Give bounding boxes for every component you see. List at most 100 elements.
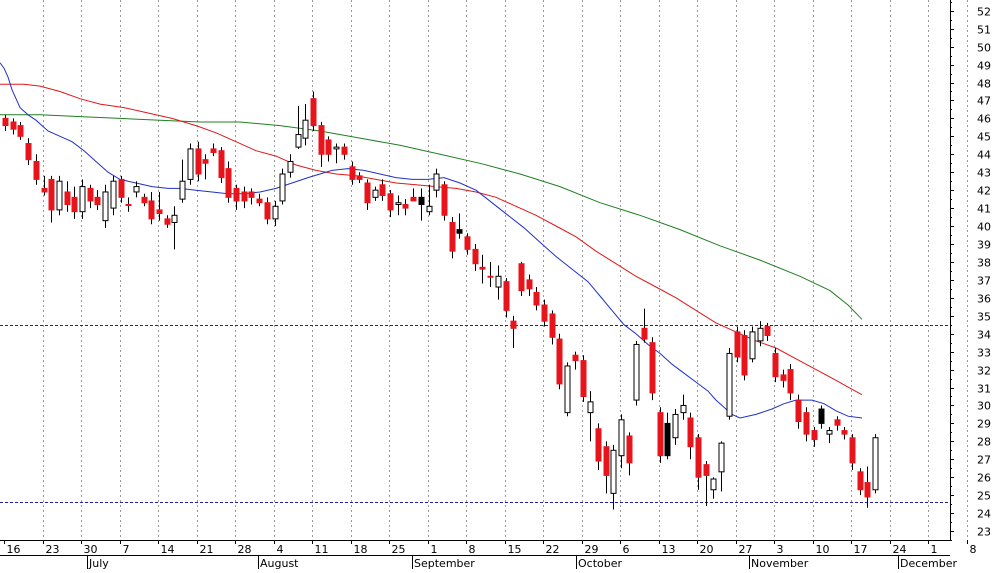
candle-body <box>533 291 540 306</box>
candle-body <box>580 360 587 397</box>
y-tick-label: 35 <box>977 311 991 324</box>
x-tick-label: 15 <box>508 543 522 556</box>
month-label: August <box>260 557 299 569</box>
candle-body <box>464 236 471 250</box>
candle-body <box>364 182 371 204</box>
candle-body <box>25 143 32 161</box>
x-tick-label: 23 <box>46 543 60 556</box>
x-tick-label: 29 <box>585 543 599 556</box>
candle-body <box>849 437 856 464</box>
x-tick-label: 25 <box>392 543 406 556</box>
candle-body <box>503 281 510 311</box>
candle-body <box>410 196 417 202</box>
y-tick-label: 34 <box>977 329 991 342</box>
candle-body <box>356 175 363 180</box>
candle-body <box>572 354 579 362</box>
candle-body <box>757 327 764 342</box>
candle-body <box>171 214 178 223</box>
y-axis: 23 24 25 26 27 28 29 30 31 32 33 34 35 36 37 38 39 40 41 42… <box>950 2 991 541</box>
candle-body <box>518 263 525 292</box>
candle-body <box>734 331 741 358</box>
candle-body <box>710 478 717 491</box>
candles <box>2 91 879 510</box>
y-tick-label: 43 <box>977 167 991 180</box>
y-tick-label: 46 <box>977 113 991 126</box>
y-tick-label: 29 <box>977 418 991 431</box>
x-tick-label: 4 <box>277 543 284 556</box>
ma-short-line <box>0 62 863 419</box>
candle-body <box>487 275 494 278</box>
candle-body <box>687 417 694 448</box>
candle-body <box>479 266 486 270</box>
y-tick-label: 38 <box>977 257 991 270</box>
candle-body <box>141 196 148 204</box>
candle-body <box>325 139 332 155</box>
candle-body <box>225 168 232 198</box>
y-tick-label: 31 <box>977 383 991 396</box>
candle-body <box>248 191 255 198</box>
candle-body <box>241 191 248 202</box>
y-tick-label: 37 <box>977 275 991 288</box>
y-tick-label: 39 <box>977 239 991 252</box>
candle-body <box>510 320 517 329</box>
candle-body <box>449 221 456 252</box>
candle-body <box>202 159 209 164</box>
candle-body <box>395 202 402 206</box>
candle-body <box>595 428 602 462</box>
candle-body <box>264 202 271 220</box>
candle-body <box>379 184 386 197</box>
candle-body <box>56 180 63 211</box>
candle-body <box>17 125 24 137</box>
candle-body <box>341 146 348 155</box>
y-tick-label: 44 <box>977 149 991 162</box>
candle-body <box>456 229 463 234</box>
candle-body <box>125 204 132 207</box>
y-tick-label: 48 <box>977 78 991 91</box>
moving-averages <box>0 62 863 419</box>
y-tick-label: 47 <box>977 95 991 108</box>
candle-body <box>333 146 340 150</box>
x-tick-label: 17 <box>854 543 868 556</box>
candle-body <box>664 422 671 457</box>
candle-body <box>148 200 155 220</box>
candle-body <box>780 374 787 381</box>
candle-body <box>803 412 810 435</box>
candle-body <box>164 218 171 225</box>
candle-body <box>864 482 871 498</box>
y-tick-label: 49 <box>977 60 991 73</box>
x-tick-label: 30 <box>84 543 98 556</box>
candle-body <box>726 352 733 417</box>
candle-body <box>64 191 71 206</box>
candle-body <box>433 173 440 191</box>
candle-body <box>818 408 825 424</box>
candle-body <box>495 275 502 288</box>
x-tick-label: 3 <box>777 543 784 556</box>
candle-body <box>2 117 9 127</box>
candle-body <box>218 150 225 179</box>
candle-body <box>256 198 263 204</box>
candle-body <box>641 327 648 340</box>
x-tick-label: 7 <box>123 543 130 556</box>
month-label: October <box>578 557 622 569</box>
candle-body <box>633 343 640 401</box>
y-tick-label: 40 <box>977 221 991 234</box>
candle-body <box>526 279 533 290</box>
candle-body <box>841 430 848 435</box>
candle-body <box>811 430 818 441</box>
candle-body <box>10 121 17 130</box>
candle-body <box>787 369 794 394</box>
x-tick-label: 1 <box>931 543 938 556</box>
candle-body <box>564 365 571 414</box>
candle-body <box>418 196 425 206</box>
x-tick-label: 6 <box>623 543 630 556</box>
candle-body <box>472 248 479 265</box>
y-tick-label: 50 <box>977 42 991 55</box>
candle-body <box>402 204 409 209</box>
candle-body <box>741 334 748 376</box>
candle-body <box>133 186 140 193</box>
candle-body <box>87 187 94 202</box>
candle-body <box>210 148 217 153</box>
y-tick-label: 26 <box>977 472 991 485</box>
